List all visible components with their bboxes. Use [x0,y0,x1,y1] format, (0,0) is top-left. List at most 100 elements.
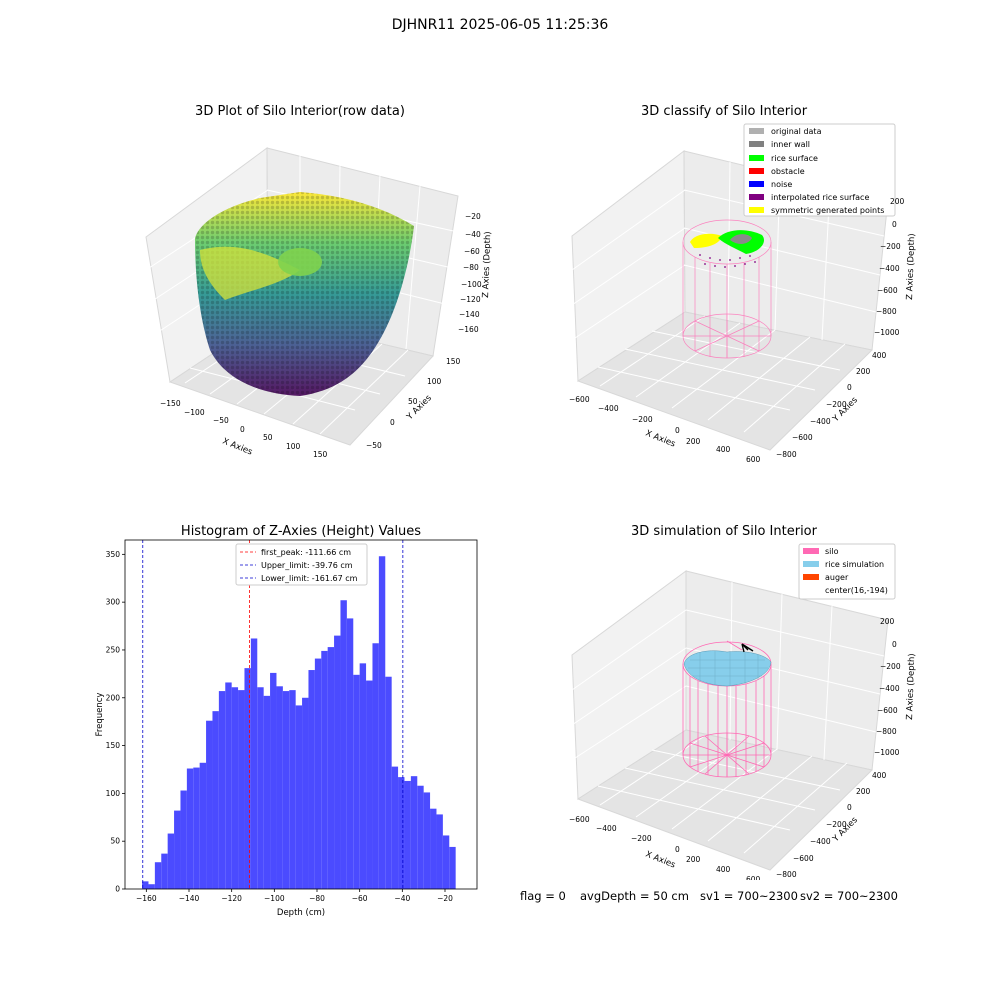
p1-ztick: −80 [463,263,479,272]
p1-ztick: −120 [460,295,481,304]
histogram-bar [282,691,290,889]
p1-ztick: −60 [464,247,480,256]
histogram-legend-box [235,543,368,586]
legend-label: inner wall [771,140,810,149]
legend-swatch-rice-sim [803,561,819,567]
histogram-bar [142,881,149,889]
x-tick-label: −160 [136,894,157,903]
panel1-center-mound [278,248,322,276]
histogram-bar [391,766,399,889]
y-tick-label: 250 [106,645,121,654]
p4-xtick: −200 [631,834,652,843]
sv2-text: sv2 = 700~2300 [800,889,898,903]
p2-ztick: −600 [877,286,898,295]
histogram-bar [212,711,219,889]
p2-xtick: 0 [675,426,680,435]
p2-ztick: −1000 [874,328,900,337]
legend-first-peak: first_peak: -111.66 cm [261,548,351,557]
histogram-bar [193,767,200,889]
p2-zlabel: Z Axies (Depth) [905,233,917,300]
legend-swatch-original [749,128,764,134]
panel4-silo-wireframe [682,640,772,778]
histogram-bar [167,833,175,889]
p2-xtick: 200 [686,437,701,446]
legend-label: obstacle [771,167,805,176]
legend-label: rice simulation [825,560,884,569]
p4-ztick: 200 [880,617,895,626]
p1-xtick: −50 [213,416,229,425]
p4-xtick: 400 [716,865,731,874]
panel4-surface-mesh [688,651,768,686]
histogram-bar [180,790,187,889]
legend-label: silo [825,547,839,556]
histogram-bar [244,668,251,889]
histogram-bar [295,705,303,889]
panel1-near-wall [200,246,300,300]
x-tick-label: −140 [179,894,200,903]
histogram-frame [124,539,478,890]
p1-xtick: −150 [160,399,181,408]
p2-ytick: −800 [776,450,797,459]
histogram-bar [423,792,431,889]
p4-xtick: 0 [675,845,680,854]
p1-xtick: 0 [240,425,245,434]
x-tick-label: −60 [352,894,368,903]
panel4-legend-box [798,543,896,600]
panel2-chart: original data inner wall rice surface ob… [569,123,917,464]
panel4-zticks: 200 0 −200 −400 −600 −800 −1000 [874,617,901,757]
histogram-bar [353,674,360,889]
histogram-bar [359,663,367,889]
panel2-silo-wireframe [682,219,772,359]
p2-ztick: −400 [879,264,900,273]
p1-ztick: −160 [458,325,479,334]
panel2-legend-box [743,123,896,217]
histogram-bar [186,768,194,889]
histogram-bar [218,691,226,889]
x-tick-label: −120 [221,894,242,903]
p2-ztick: −200 [880,242,901,251]
p4-ytick: −200 [826,820,847,829]
legend-swatch-interpolated [749,194,764,200]
legend-swatch-auger [803,574,819,580]
legend-label: rice surface [771,154,818,163]
p2-ytick: −200 [826,400,847,409]
p4-ytick: −400 [810,837,831,846]
sv1-text: sv1 = 700~2300 [700,889,798,903]
histogram-bar [417,785,424,889]
legend-swatch-rice-surface [749,155,764,161]
histogram-bar [238,690,245,889]
histogram-bar [398,777,405,889]
p4-ztick: −400 [879,684,900,693]
histogram-bar [378,556,386,889]
panel1-point-texture [195,192,414,396]
p4-ytick: −800 [776,870,797,879]
histogram-bar [346,618,354,889]
p4-ztick: −1000 [874,748,900,757]
p2-ztick: 200 [890,197,905,206]
histogram-bar [366,680,373,889]
histogram-bar [174,810,181,889]
legend-label: noise [771,180,792,189]
p4-xtick: −600 [569,815,590,824]
panel4-chart: silo rice simulation auger center(16,-19… [569,543,917,880]
legend-label: center(16,-194) [825,586,888,595]
p2-xtick: 600 [746,455,761,464]
p4-zlabel: Z Axies (Depth) [905,653,917,720]
p4-ztick: 0 [892,640,897,649]
panel2-title: 3D classify of Silo Interior [640,104,808,119]
panel4-title: 3D simulation of Silo Interior [631,524,817,539]
p2-ytick: 400 [872,351,887,360]
p1-xtick: 150 [313,450,328,459]
legend-swatch-symmetric [749,207,764,213]
p1-ztick: −20 [465,212,481,221]
p4-ytick: 200 [856,787,871,796]
p2-ytick: 200 [856,367,871,376]
p2-xtick: −400 [598,404,619,413]
p2-ytick: −600 [792,433,813,442]
legend-label: symmetric generated points [771,206,884,215]
histogram-bar [161,853,168,889]
panel1-zticks: −20 −40 −60 −80 −100 −120 −140 −160 [458,212,482,334]
histogram-bar [327,647,335,889]
figure-title: DJHNR11 2025-06-05 11:25:36 [391,17,609,33]
histogram-bar [206,720,213,889]
